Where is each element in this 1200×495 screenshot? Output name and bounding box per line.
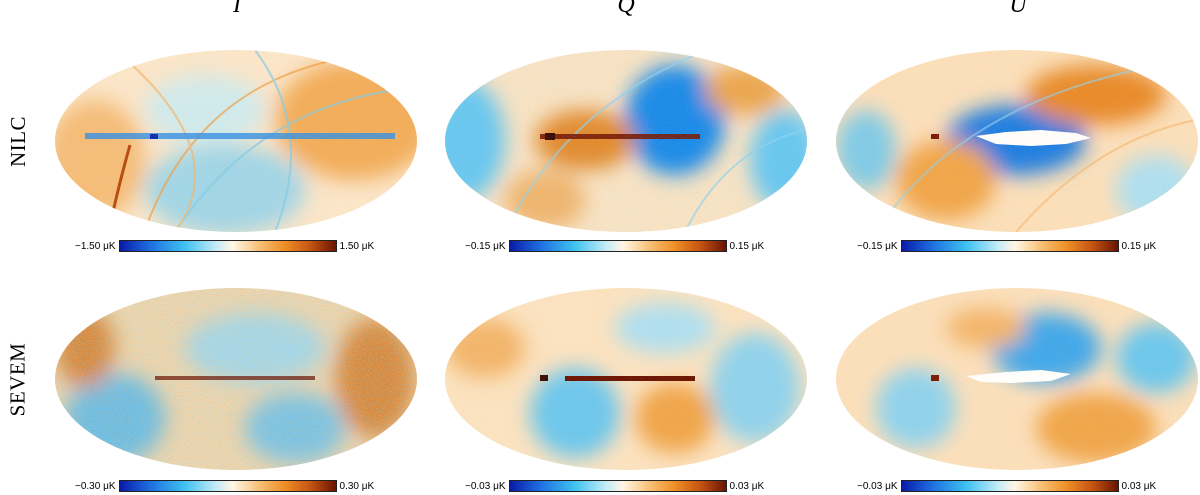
colorbar-nilc-u: −0.15 μK 0.15 μK	[857, 240, 1156, 252]
colorbar-max-label: 0.15 μK	[1121, 240, 1157, 252]
colorbar-max-label: 0.03 μK	[1121, 480, 1157, 492]
colorbar-min-label: −0.15 μK	[465, 240, 506, 252]
column-title-q: Q	[617, 0, 635, 18]
colorbar-sevem-i: −0.30 μK 0.30 μK	[75, 480, 374, 492]
map-sevem-i	[55, 288, 417, 470]
column-title-i: I	[233, 0, 241, 18]
row-label-sevem: SEVEM	[0, 288, 36, 470]
map-nilc-u	[836, 50, 1198, 232]
row-label-sevem-text: SEVEM	[5, 342, 30, 416]
colorbar-min-label: −0.03 μK	[465, 480, 506, 492]
colorbar-nilc-q: −0.15 μK 0.15 μK	[465, 240, 764, 252]
colorbar-min-label: −0.30 μK	[75, 480, 116, 492]
column-title-u: U	[1009, 0, 1027, 18]
colorbar-min-label: −1.50 μK	[75, 240, 116, 252]
colorbar-sevem-u: −0.03 μK 0.03 μK	[857, 480, 1156, 492]
colorbar-sevem-q: −0.03 μK 0.03 μK	[465, 480, 764, 492]
colorbar-nilc-i: −1.50 μK 1.50 μK	[75, 240, 374, 252]
colorbar-max-label: 0.15 μK	[729, 240, 765, 252]
colorbar-min-label: −0.03 μK	[857, 480, 898, 492]
colorbar-gradient	[118, 480, 337, 492]
map-sevem-q	[445, 288, 807, 470]
colorbar-gradient	[508, 240, 727, 252]
colorbar-gradient	[900, 480, 1119, 492]
colorbar-max-label: 1.50 μK	[339, 240, 375, 252]
map-nilc-i	[55, 50, 417, 232]
colorbar-max-label: 0.03 μK	[729, 480, 765, 492]
colorbar-max-label: 0.30 μK	[339, 480, 375, 492]
colorbar-gradient	[900, 240, 1119, 252]
colorbar-gradient	[118, 240, 337, 252]
colorbar-min-label: −0.15 μK	[857, 240, 898, 252]
colorbar-gradient	[508, 480, 727, 492]
row-label-nilc-text: NILC	[5, 115, 30, 167]
row-label-nilc: NILC	[0, 50, 36, 232]
map-nilc-q	[445, 50, 807, 232]
map-sevem-u	[836, 288, 1198, 470]
